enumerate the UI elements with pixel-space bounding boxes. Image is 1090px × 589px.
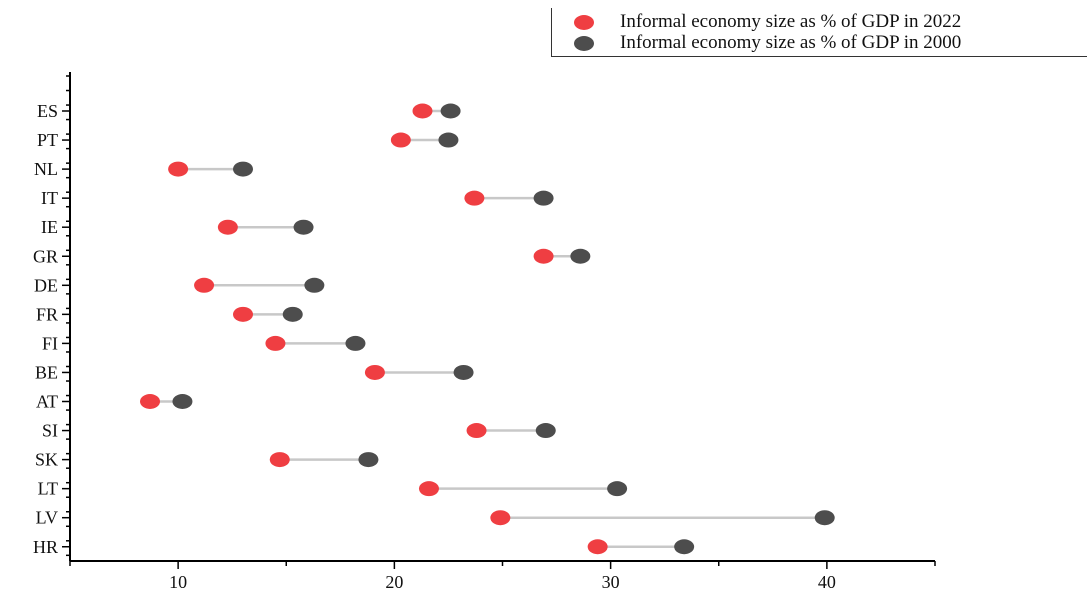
- point-2000-it: [533, 190, 554, 206]
- y-tick-label-ie: IE: [41, 217, 58, 237]
- y-tick-label-si: SI: [42, 421, 58, 441]
- legend-label-2000: Informal economy size as % of GDP in 200…: [620, 32, 962, 53]
- point-2022-si: [466, 423, 487, 439]
- y-tick-label-gr: GR: [33, 246, 58, 266]
- legend-marker-2000: [574, 35, 594, 51]
- legend-label-2022: Informal economy size as % of GDP in 202…: [620, 11, 962, 32]
- point-2000-at: [172, 394, 193, 409]
- legend-marker-2022: [574, 14, 594, 30]
- legend-item-2022: Informal economy size as % of GDP in 202…: [574, 11, 961, 33]
- point-2000-es: [440, 103, 461, 119]
- y-tick-label-it: IT: [41, 188, 58, 208]
- point-2022-sk: [269, 452, 290, 468]
- y-tick-label-lt: LT: [38, 479, 58, 499]
- y-tick-label-hr: HR: [33, 537, 58, 557]
- point-2022-lt: [418, 481, 439, 497]
- x-tick-label: 30: [602, 572, 620, 589]
- legend: Informal economy size as % of GDP in 202…: [551, 8, 1087, 57]
- point-2022-de: [194, 277, 215, 293]
- point-2022-at: [140, 394, 161, 409]
- y-tick-label-lv: LV: [36, 508, 58, 528]
- point-2022-be: [364, 364, 385, 380]
- point-2022-pt: [390, 132, 411, 148]
- point-2000-lv: [814, 510, 835, 526]
- point-2022-nl: [168, 161, 189, 177]
- point-2022-ie: [217, 219, 238, 235]
- point-2022-es: [412, 103, 433, 119]
- point-2000-ie: [293, 219, 314, 235]
- y-tick-label-nl: NL: [34, 159, 58, 179]
- y-tick-label-at: AT: [36, 392, 58, 412]
- point-2022-it: [464, 190, 485, 206]
- y-tick-label-be: BE: [35, 362, 58, 382]
- point-2000-de: [304, 277, 325, 293]
- point-2000-fi: [345, 335, 366, 351]
- legend-item-2000: Informal economy size as % of GDP in 200…: [574, 32, 961, 54]
- point-2022-fi: [265, 335, 286, 351]
- y-tick-label-es: ES: [37, 101, 58, 121]
- point-2000-nl: [233, 161, 253, 177]
- x-tick-label: 40: [818, 572, 836, 589]
- x-tick-label: 20: [385, 572, 403, 589]
- point-2022-fr: [233, 306, 253, 322]
- point-2000-sk: [358, 452, 379, 468]
- point-2000-hr: [674, 539, 695, 555]
- y-tick-label-fr: FR: [36, 304, 58, 324]
- y-tick-label-pt: PT: [37, 130, 58, 150]
- point-2000-pt: [438, 132, 459, 148]
- y-tick-label-sk: SK: [35, 450, 58, 470]
- y-tick-label-fi: FI: [42, 333, 58, 353]
- point-2022-hr: [587, 539, 608, 555]
- y-tick-label-de: DE: [34, 275, 58, 295]
- point-2000-fr: [282, 306, 303, 322]
- point-2000-be: [453, 364, 474, 380]
- point-2000-lt: [607, 481, 628, 497]
- point-2022-gr: [533, 248, 554, 264]
- point-2000-si: [535, 423, 556, 439]
- point-2000-gr: [570, 248, 591, 264]
- x-tick-label: 10: [169, 572, 187, 589]
- point-2022-lv: [490, 510, 511, 526]
